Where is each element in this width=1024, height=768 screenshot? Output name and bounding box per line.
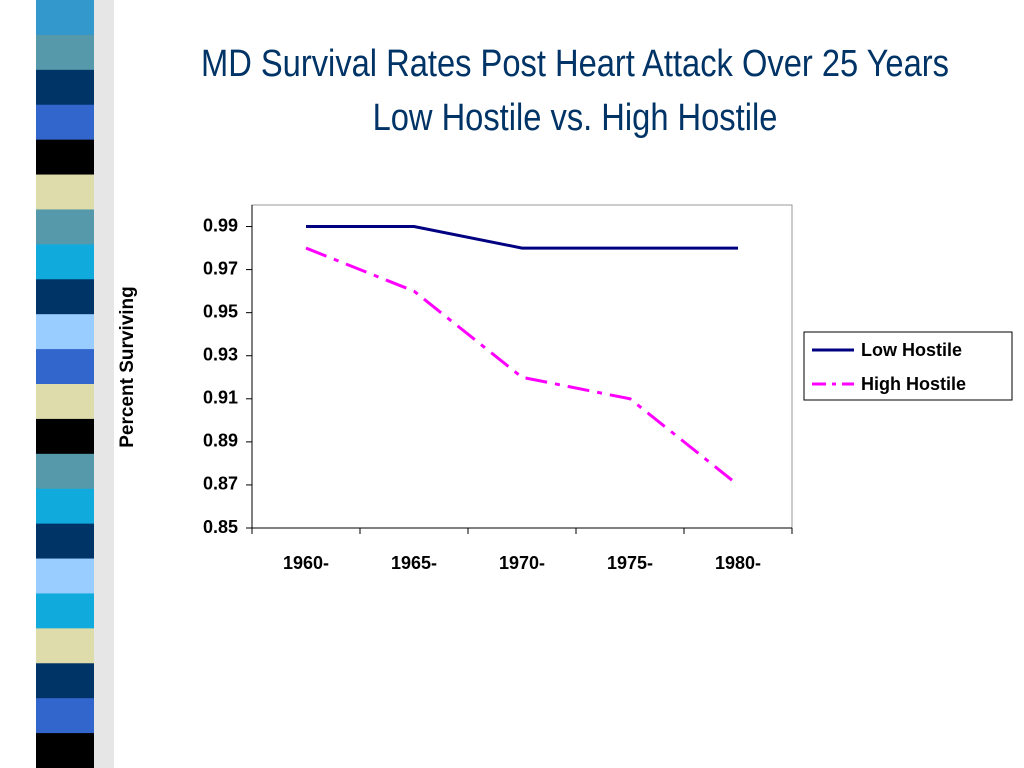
stripe-block [36,174,94,210]
chart-title: MD Survival Rates Post Heart Attack Over… [201,42,949,85]
series-line [306,225,738,250]
stripe-block [36,209,94,245]
stripe-block [36,349,94,385]
stripe-block [36,0,94,36]
stripe-block [36,69,94,106]
x-tick-label: 1975- [607,553,653,573]
x-tick-label: 1970- [499,553,545,573]
y-tick-label: 0.95 [203,301,238,321]
stripe-shadow [92,0,114,768]
stripe-block [36,34,94,71]
stripe-block [36,628,94,664]
x-tick-label: 1960- [283,553,329,573]
stripe-block [36,139,94,176]
stripe-block [36,244,94,280]
chart-subtitle: Low Hostile vs. High Hostile [373,96,778,139]
y-tick-label: 0.85 [203,517,238,537]
y-tick-label: 0.87 [203,474,238,494]
x-tick-label: 1980- [715,553,761,573]
y-tick-label: 0.89 [203,431,238,451]
decorative-stripe [36,0,114,768]
legend [803,331,1013,401]
stripe-block [36,384,94,420]
y-tick-label: 0.93 [203,344,238,364]
legend-label: Low Hostile [861,340,962,360]
x-tick-label: 1965- [391,553,437,573]
stripe-block [36,558,94,594]
stripe-block [36,523,94,560]
y-tick-label: 0.99 [203,215,238,235]
y-axis-label: Percent Surviving [117,286,138,448]
stripe-block [36,733,94,768]
stripe-block [36,314,94,350]
series-line [305,246,739,487]
stripe-block [36,279,94,315]
stripe-block [36,698,94,734]
stripe-block [36,488,94,525]
y-tick-label: 0.97 [203,258,238,278]
y-tick-label: 0.91 [203,388,238,408]
stripe-block [36,453,94,490]
stripe-block [36,104,94,141]
stripe-block [36,663,94,699]
legend-label: High Hostile [861,374,966,394]
stripe-block [36,593,94,629]
stripe-block [36,418,94,455]
